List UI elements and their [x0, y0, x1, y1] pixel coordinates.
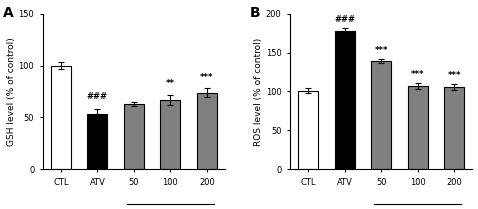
- Bar: [371, 61, 391, 169]
- Bar: [160, 100, 180, 169]
- Bar: [298, 91, 318, 169]
- Text: ***: ***: [447, 71, 461, 80]
- Text: ###: ###: [334, 15, 355, 24]
- Text: ***: ***: [374, 46, 388, 55]
- Bar: [408, 86, 428, 169]
- Bar: [444, 87, 464, 169]
- Text: ###: ###: [87, 92, 108, 101]
- Y-axis label: ROS level (% of control): ROS level (% of control): [254, 37, 263, 146]
- Bar: [335, 31, 355, 169]
- Text: B: B: [250, 6, 261, 20]
- Bar: [197, 93, 217, 169]
- Text: A: A: [2, 6, 13, 20]
- Bar: [51, 66, 71, 169]
- Bar: [87, 114, 108, 169]
- Text: ***: ***: [200, 73, 214, 82]
- Text: **: **: [166, 79, 175, 88]
- Y-axis label: GSH level (% of control): GSH level (% of control): [7, 37, 16, 146]
- Text: ***: ***: [411, 70, 424, 79]
- Bar: [124, 104, 144, 169]
